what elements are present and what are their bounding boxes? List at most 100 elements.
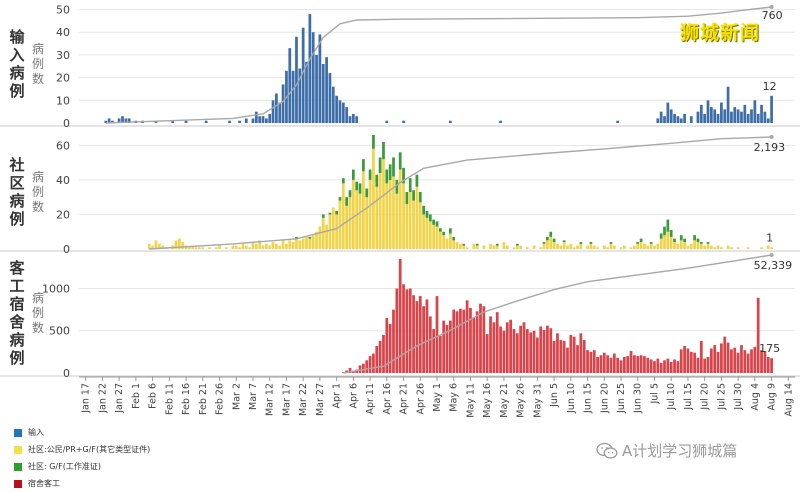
bar-community-s0-142 [679,240,683,249]
legend-item-community-workpass: 社区: G/F(工作准证) [14,458,150,475]
bar-community-s1-37 [449,228,452,234]
bar-dormitory-s0-5 [358,365,362,373]
bar-community-s0-150 [706,243,710,249]
bar-dormitory-s0-104 [689,351,693,373]
xtick-label-1: Jan 22 [97,383,108,414]
bar-dormitory-s0-98 [669,362,673,373]
bar-imported-s0-12 [204,120,208,123]
wechat-icon [596,442,618,459]
xtick-label-22: May 6 [449,383,460,412]
bar-dormitory-s0-76 [596,356,599,373]
bar-community-s1-53 [649,242,653,244]
bar-dormitory-s0-95 [659,362,663,373]
bar-community-s0-72 [405,204,409,249]
bar-imported-s0-2 [111,120,114,123]
bar-dormitory-s0-82 [616,357,620,373]
bar-dormitory-s0-113 [720,343,723,373]
bar-dormitory-s0-45 [492,322,496,373]
bar-imported-s0-70 [720,102,723,123]
x-axis: Jan 17 Jan 22 Jan 27 Feb 1 Feb 6 Feb 11 Feb 16… [79,376,795,418]
bar-community-s1-38 [452,236,456,241]
bar-imported-s0-48 [385,120,389,123]
bar-community-s1-34 [435,221,439,227]
panel-title-imported: 输入病例 [9,28,25,100]
bar-dormitory-s0-114 [723,336,727,373]
bar-community-s0-55 [348,197,352,249]
bar-dormitory-s0-29 [438,335,442,373]
bar-community-s0-54 [345,205,349,249]
bar-community-s0-111 [562,242,566,249]
bar-community-s0-67 [388,179,392,249]
bar-imported-s0-28 [291,70,295,123]
bar-community-s0-70 [398,169,402,249]
bar-dormitory-s0-50 [509,319,512,373]
bar-community-s1-3 [328,212,332,215]
bar-dormitory-s0-120 [743,350,747,373]
watermark-bottom: A计划学习狮城篇 [596,440,737,461]
bar-imported-s0-77 [743,104,747,123]
bar-community-s1-57 [669,230,673,237]
bar-community-s0-114 [572,247,576,249]
bar-community-s1-43 [542,242,546,244]
bar-community-s1-59 [679,235,683,241]
bar-dormitory-s0-88 [636,356,640,373]
xtick-label-29: Jun 10 [566,383,577,414]
bar-community-s0-107 [549,236,553,249]
bar-community-s0-83 [442,235,446,249]
bar-community-s0-133 [649,243,653,249]
bar-community-s0-158 [746,247,750,249]
bar-imported-s0-56 [666,102,670,123]
bar-imported-s0-45 [348,116,352,123]
bar-community-s0-80 [432,224,436,249]
bar-community-s1-33 [432,219,436,225]
bar-community-s1-26 [408,178,412,192]
bar-dormitory-s0-21 [412,295,415,373]
bar-dormitory-s0-89 [639,355,643,373]
bar-community-s0-155 [726,245,730,249]
bar-dormitory-s0-20 [408,288,412,373]
bar-dormitory-s0-99 [673,359,676,373]
xtick-label-30: Jun 15 [583,383,594,414]
bar-community-s1-8 [348,190,352,198]
bar-community-s1-6 [341,178,345,184]
bar-community-s0-124 [612,245,616,249]
bar-community-s0-52 [338,200,342,249]
bar-dormitory-s0-11 [378,340,382,373]
bar-imported-s0-20 [264,118,268,123]
bar-dormitory-s0-27 [432,329,436,373]
bar-community-s0-151 [709,245,713,249]
xtick-label-31: Jun 20 [599,383,610,414]
bar-community-s0-135 [656,243,660,249]
bar-community-s0-91 [472,243,476,249]
bar-community-s0-143 [683,242,686,249]
bar-community-s0-96 [495,245,499,249]
bar-dormitory-s0-42 [482,306,486,373]
bar-imported-s0-22 [271,100,275,123]
legend-label-community-citizen: 社区:公民/PR+G/F(其它类型证件) [28,445,151,454]
xtick-label-19: Apr 21 [399,383,410,415]
bar-dormitory-s0-90 [643,356,646,373]
bar-community-s0-146 [693,240,696,249]
legend-swatch-community-citizen [14,445,22,454]
bar-community-s0-130 [639,242,643,249]
bar-community-s0-36 [285,243,288,249]
bar-dormitory-s0-115 [726,342,730,373]
bar-community-s0-1 [151,245,154,249]
bar-dormitory-s0-37 [465,300,469,373]
bar-dormitory-s0-64 [556,333,559,373]
bar-community-s1-41 [495,243,499,246]
bar-dormitory-s0-58 [536,337,539,373]
bar-dormitory-s0-121 [746,353,750,373]
bar-imported-s0-46 [351,113,355,123]
bar-community-s1-45 [549,231,553,237]
bar-dormitory-s0-118 [736,352,740,373]
bar-dormitory-s0-109 [706,356,710,373]
bar-community-s0-25 [248,247,251,249]
bar-imported-s0-57 [669,109,673,123]
bar-imported-s0-11 [184,120,188,123]
bar-community-s1-9 [351,169,355,180]
bar-community-s0-100 [515,245,519,249]
bar-imported-s0-18 [258,116,262,123]
